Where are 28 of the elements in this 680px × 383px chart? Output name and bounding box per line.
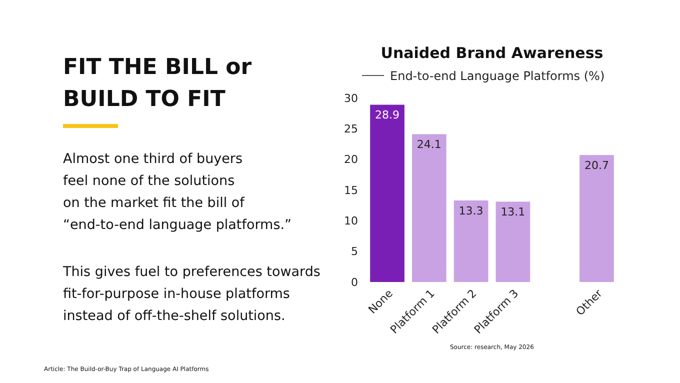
bar [496,202,530,282]
text: Almost one third of buyers [63,151,243,167]
data-label: 28.9 [375,108,400,122]
text: instead of off-the-shelf solutions. [63,308,286,324]
bar [454,200,488,282]
y-tick-label: 5 [351,245,358,258]
y-tick-label: 20 [344,153,358,166]
text: This gives fuel to preferences towards [62,264,320,280]
y-tick-label: 10 [344,214,358,228]
text: FIT THE BILL or [63,55,252,80]
text: on the market fit the bill of [63,195,246,211]
y-tick-label: 15 [344,184,358,197]
text: fit-for-purpose in-house platforms [63,286,290,302]
y-tick-label: 0 [351,276,358,289]
data-label: 24.1 [416,138,442,152]
data-label: 20.7 [584,159,609,172]
text: BUILD TO FIT [63,87,226,112]
chart-subtitle: End-to-end Language Platforms (%) [390,69,605,83]
bar [580,155,614,282]
bar [412,134,446,282]
y-tick-label: 30 [344,92,358,105]
data-label: 13.3 [458,204,484,218]
data-label: 13.1 [500,206,526,219]
bar [370,104,404,282]
text: feel none of the solutions [63,173,235,189]
chart-title: Unaided Brand Awareness [380,44,604,62]
y-tick-label: 25 [344,122,358,136]
text: “end-to-end language platforms.” [63,217,292,233]
